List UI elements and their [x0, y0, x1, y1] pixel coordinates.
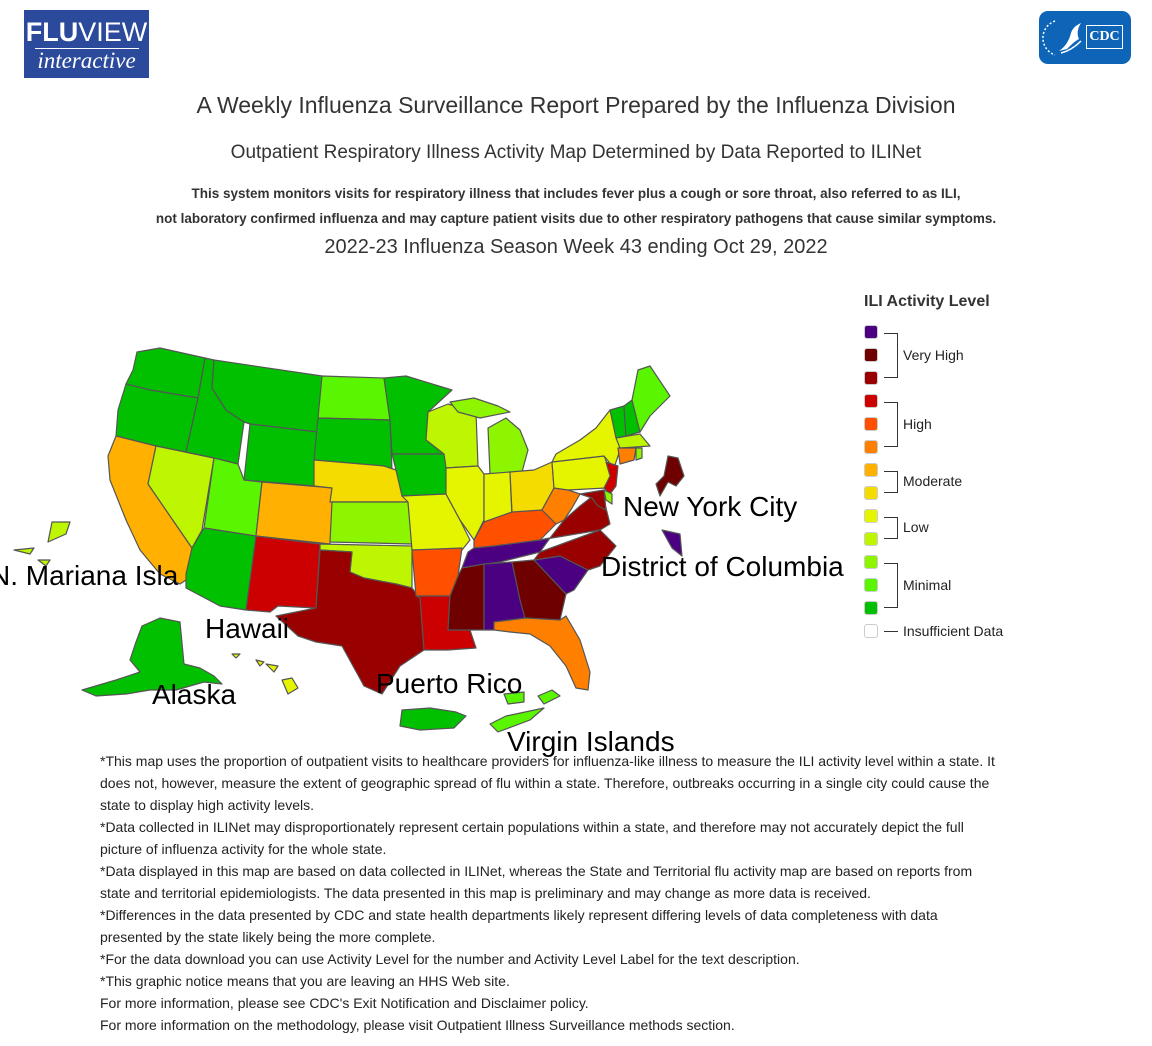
week-label: 2022-23 Influenza Season Week 43 ending … [324, 236, 828, 258]
region-district-of-columbia[interactable] [661, 529, 683, 557]
legend-label-insufficient: Insufficient Data [903, 623, 1004, 639]
state-florida[interactable] [493, 615, 591, 691]
label-n-mariana-islands: N. Mariana Isla [0, 560, 179, 591]
legend-bracket-high [884, 402, 898, 447]
legend-swatch-10[interactable] [864, 394, 878, 408]
state-wyoming[interactable] [243, 423, 319, 487]
label-hawaii: Hawaii [205, 613, 290, 644]
legend-swatch-4[interactable] [864, 532, 878, 546]
legend-swatch-3[interactable] [864, 555, 878, 569]
legend-swatch-13[interactable] [864, 325, 878, 339]
legend-swatch-6[interactable] [864, 486, 878, 500]
legend-bracket-minimal [884, 563, 898, 608]
state-delaware[interactable] [603, 489, 613, 505]
territory-virgin-islands[interactable] [489, 689, 561, 733]
label-virgin-islands: Virgin Islands [507, 726, 675, 757]
note-7-exit-notification[interactable]: For more information, please see CDC's E… [100, 995, 589, 1011]
note-6: *This graphic notice means that you are … [100, 973, 510, 989]
ili-legend: ILI Activity Level Very High High Modera… [864, 293, 1064, 639]
fluview-logo-rule [34, 48, 139, 49]
legend-label-minimal: Minimal [903, 577, 952, 593]
legend-swatch-11[interactable] [864, 371, 878, 385]
cdc-logo[interactable]: CDC [1039, 11, 1131, 64]
state-rhode-island[interactable] [635, 447, 643, 461]
territory-puerto-rico[interactable] [399, 707, 467, 731]
state-hawaii[interactable] [231, 653, 299, 695]
state-kansas[interactable] [329, 501, 413, 545]
legend-swatch-1[interactable] [864, 601, 878, 615]
legend-swatch-7[interactable] [864, 463, 878, 477]
state-arizona[interactable] [185, 527, 257, 611]
legend-swatch-5[interactable] [864, 509, 878, 523]
fluview-logo-top: FLUVIEW [25, 17, 148, 47]
note-1: *This map uses the proportion of outpati… [100, 753, 995, 813]
cdc-text: CDC [1086, 25, 1123, 49]
legend-dash-insufficient [884, 631, 898, 632]
state-colorado[interactable] [255, 481, 335, 545]
state-michigan[interactable] [487, 417, 529, 475]
legend-bracket-low [884, 517, 898, 539]
note-5: *For the data download you can use Activ… [100, 951, 800, 967]
legend-label-low: Low [903, 519, 929, 535]
territory-n-mariana-islands[interactable] [13, 521, 71, 567]
footnotes: *This map uses the proportion of outpati… [100, 750, 1000, 1036]
legend-label-moderate: Moderate [903, 473, 963, 489]
note-8-methodology[interactable]: For more information on the methodology,… [100, 1017, 735, 1033]
state-new-mexico[interactable] [245, 535, 321, 613]
state-michigan-upper[interactable] [449, 397, 511, 419]
label-district-of-columbia: District of Columbia [601, 551, 844, 582]
note-3: *Data displayed in this map are based on… [100, 863, 973, 901]
state-connecticut[interactable] [617, 447, 637, 465]
note-4: *Differences in the data presented by CD… [100, 907, 938, 945]
legend-label-very-high: Very High [903, 347, 964, 363]
legend-label-high: High [903, 416, 932, 432]
legend-bracket-moderate [884, 471, 898, 493]
label-alaska: Alaska [152, 679, 237, 710]
state-maryland[interactable] [579, 489, 607, 511]
legend-swatch-insufficient[interactable] [864, 624, 878, 638]
label-new-york-city: New York City [623, 491, 798, 522]
hhs-eagle-icon [1042, 20, 1082, 56]
legend-swatch-12[interactable] [864, 348, 878, 362]
state-texas[interactable] [275, 549, 425, 695]
label-puerto-rico: Puerto Rico [376, 668, 523, 699]
state-north-dakota[interactable] [317, 375, 391, 421]
page-subtitle: Outpatient Respiratory Illness Activity … [230, 142, 922, 163]
legend-swatch-9[interactable] [864, 417, 878, 431]
state-massachusetts[interactable] [615, 433, 651, 449]
ili-activity-map[interactable]: N. Mariana Isla Hawaii Alaska Puerto Ric… [0, 290, 860, 760]
legend-title: ILI Activity Level [864, 293, 990, 310]
system-description: This system monitors visits for respirat… [155, 186, 997, 226]
us-map-svg[interactable] [0, 290, 860, 760]
fluview-logo[interactable]: FLUVIEW interactive [24, 10, 149, 78]
fluview-logo-bottom: interactive [37, 48, 136, 73]
note-2: *Data collected in ILINet may disproport… [100, 819, 964, 857]
legend-swatch-8[interactable] [864, 440, 878, 454]
state-alaska[interactable] [81, 617, 223, 697]
region-new-york-city[interactable] [655, 455, 685, 497]
page-title: A Weekly Influenza Surveillance Report P… [196, 92, 956, 118]
state-iowa[interactable] [391, 453, 453, 497]
state-maine[interactable] [631, 365, 671, 433]
legend-swatch-2[interactable] [864, 578, 878, 592]
legend-bracket-very-high [884, 333, 898, 378]
state-north-carolina[interactable] [533, 529, 617, 571]
